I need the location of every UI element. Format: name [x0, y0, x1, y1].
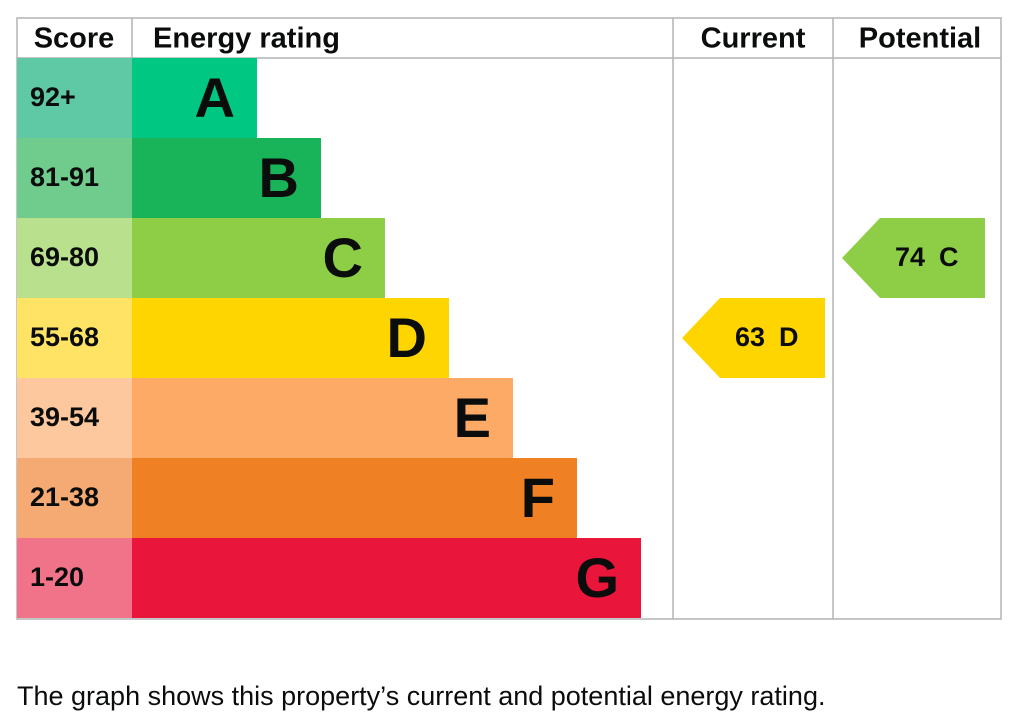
header-potential: Potential — [859, 23, 981, 55]
band-bar — [132, 298, 449, 378]
current-arrow — [682, 298, 825, 378]
score-label: 1-20 — [30, 562, 84, 592]
band-bar — [132, 378, 513, 458]
score-label: 92+ — [30, 82, 76, 112]
band-letter: D — [387, 306, 427, 369]
band-letter: C — [323, 226, 363, 289]
band-letter: A — [195, 66, 235, 129]
score-label: 39-54 — [30, 402, 99, 432]
header-score: Score — [34, 23, 115, 55]
band-letter: F — [521, 466, 555, 529]
score-cell — [17, 58, 132, 138]
current-letter: D — [779, 322, 799, 352]
potential-arrow — [842, 218, 985, 298]
score-label: 55-68 — [30, 322, 99, 352]
score-cell — [17, 298, 132, 378]
score-cell — [17, 538, 132, 618]
band-bar — [132, 58, 257, 138]
caption: The graph shows this property’s current … — [17, 681, 825, 711]
band-bar — [132, 218, 385, 298]
band-bar — [132, 138, 321, 218]
band-letter: B — [259, 146, 299, 209]
score-cell — [17, 458, 132, 538]
band-bar — [132, 538, 641, 618]
score-label: 81-91 — [30, 162, 99, 192]
band-letter: G — [575, 546, 619, 609]
potential-letter: C — [939, 242, 959, 272]
score-label: 69-80 — [30, 242, 99, 272]
header-rating: Energy rating — [153, 23, 340, 55]
score-cell — [17, 218, 132, 298]
current-value: 63 — [735, 322, 765, 352]
score-label: 21-38 — [30, 482, 99, 512]
header-current: Current — [701, 23, 806, 55]
band-letter: E — [454, 386, 491, 449]
score-cell — [17, 378, 132, 458]
score-cell — [17, 138, 132, 218]
potential-value: 74 — [895, 242, 925, 272]
band-bar — [132, 458, 577, 538]
